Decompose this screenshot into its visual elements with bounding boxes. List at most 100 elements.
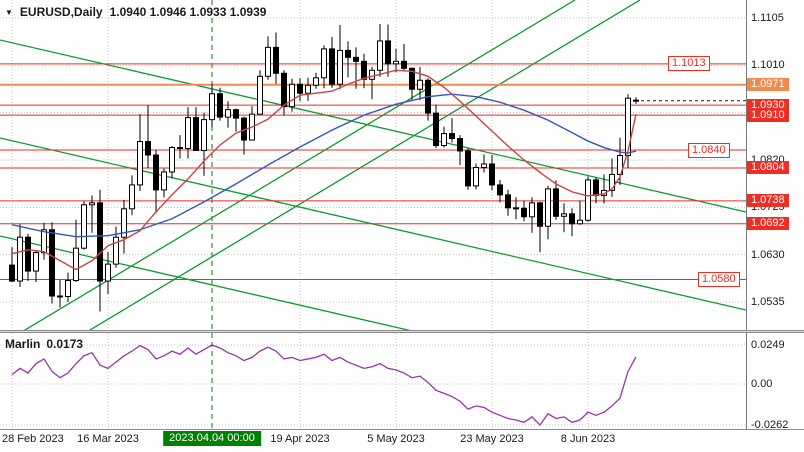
candle-body bbox=[129, 184, 135, 210]
price-level-tag[interactable]: 1.1013 bbox=[668, 56, 710, 72]
candle-body bbox=[441, 133, 447, 147]
trendline-descending[interactable] bbox=[0, 39, 746, 213]
candle-body bbox=[73, 247, 79, 282]
marlin-line bbox=[11, 344, 637, 427]
candle-body bbox=[273, 46, 279, 74]
candle-body bbox=[433, 112, 439, 147]
candle-body bbox=[609, 173, 615, 191]
candle-body bbox=[265, 46, 271, 77]
indicator-axis-tick: 0.0249 bbox=[751, 339, 785, 351]
candle-body bbox=[97, 202, 103, 282]
candle-body bbox=[313, 77, 319, 86]
candle-body bbox=[417, 79, 423, 90]
candle-body bbox=[569, 213, 575, 225]
price-axis-tick: 1.0535 bbox=[751, 295, 785, 308]
candle-body bbox=[121, 208, 127, 238]
candle-body bbox=[505, 194, 511, 209]
selected-date-label: 2023.04.04 00:00 bbox=[163, 431, 261, 446]
chart-header: ▼ EURUSD,Daily 1.0940 1.0946 1.0933 1.09… bbox=[5, 5, 266, 19]
indicator-value: 0.0173 bbox=[46, 337, 84, 351]
candle-body bbox=[25, 236, 31, 272]
candle-body bbox=[321, 48, 327, 79]
candle-body bbox=[465, 150, 471, 187]
time-axis-label: 19 Apr 2023 bbox=[270, 433, 330, 445]
price-axis-line bbox=[746, 0, 747, 429]
pane-divider[interactable] bbox=[0, 330, 804, 333]
candle-body bbox=[593, 179, 599, 196]
candle-body bbox=[481, 163, 487, 168]
indicator-label: Marlin 0.0173 bbox=[5, 337, 83, 351]
candle-body bbox=[185, 117, 191, 150]
candle-body bbox=[281, 72, 287, 108]
candle-body bbox=[225, 109, 231, 118]
candle-body bbox=[361, 60, 367, 80]
trendline-descending[interactable] bbox=[0, 235, 746, 408]
candle-body bbox=[201, 119, 207, 152]
candle-body bbox=[57, 295, 63, 298]
indicator-name: Marlin bbox=[5, 337, 41, 351]
candle-body bbox=[513, 207, 519, 210]
price-level-axis-label: 1.0692 bbox=[747, 217, 789, 231]
candle-body bbox=[537, 202, 543, 227]
price-level-tag[interactable]: 1.0840 bbox=[688, 142, 730, 158]
candle-body bbox=[49, 229, 55, 297]
candle-body bbox=[377, 40, 383, 71]
candle-body bbox=[65, 280, 71, 297]
price-level-axis-label: 1.0910 bbox=[747, 108, 789, 122]
ma_fast-line bbox=[11, 69, 637, 271]
candle-body bbox=[113, 236, 119, 265]
candle-body bbox=[553, 188, 559, 217]
time-axis-label: 28 Feb 2023 bbox=[2, 433, 64, 445]
indicator-axis-tick: 0.00 bbox=[751, 378, 773, 390]
candle-body bbox=[209, 93, 215, 121]
time-axis-label: 5 May 2023 bbox=[367, 433, 425, 445]
price-level-axis-label: 1.0804 bbox=[747, 161, 789, 175]
candle-body bbox=[153, 154, 159, 191]
candle-body bbox=[105, 263, 111, 282]
candle-body bbox=[489, 163, 495, 186]
indicator-axis-tick: -0.0262 bbox=[751, 419, 789, 432]
candle-body bbox=[449, 133, 455, 140]
price-level-axis-label: 1.0930 bbox=[747, 98, 789, 112]
candle-body bbox=[385, 40, 391, 65]
candle-body bbox=[401, 60, 407, 69]
candle-body bbox=[617, 155, 623, 175]
candle-body bbox=[161, 171, 167, 191]
candle-body bbox=[297, 83, 303, 94]
ohlc-values: 1.0940 1.0946 1.0933 1.0939 bbox=[109, 5, 267, 19]
price-axis-tick: 1.0630 bbox=[751, 248, 785, 261]
candle-body bbox=[585, 179, 591, 221]
candle-body bbox=[577, 219, 583, 225]
price-level-axis-label: 1.0971 bbox=[747, 78, 789, 92]
candle-body bbox=[369, 69, 375, 80]
candle-body bbox=[9, 264, 15, 282]
candle-body bbox=[81, 204, 87, 249]
candle-body bbox=[17, 236, 23, 282]
candle-body bbox=[457, 138, 463, 152]
candle-body bbox=[257, 75, 263, 115]
time-axis-label: 8 Jun 2023 bbox=[560, 433, 616, 445]
candle-body bbox=[89, 202, 95, 206]
candle-body bbox=[625, 97, 631, 157]
candle-body bbox=[217, 93, 223, 118]
candle-body bbox=[305, 84, 311, 94]
candle-body bbox=[521, 207, 527, 218]
candle-body bbox=[145, 141, 151, 156]
candle-body bbox=[137, 141, 143, 186]
candle-body bbox=[289, 83, 295, 108]
candle-body bbox=[337, 49, 343, 85]
price-level-tag[interactable]: 1.0580 bbox=[698, 272, 740, 288]
trendline-ascending[interactable] bbox=[0, 0, 576, 345]
candle-body bbox=[473, 166, 479, 187]
candle-body bbox=[529, 202, 535, 218]
chart-dropdown-icon[interactable]: ▼ bbox=[5, 7, 13, 17]
candle-body bbox=[345, 49, 351, 58]
candle-body bbox=[393, 60, 399, 65]
trendline-ascending[interactable] bbox=[65, 0, 641, 345]
candle-body bbox=[545, 188, 551, 227]
bottom-divider bbox=[0, 429, 804, 430]
price-axis-tick: 1.1010 bbox=[751, 59, 785, 72]
symbol-period-label: EURUSD,Daily bbox=[19, 5, 103, 19]
time-axis-label: 23 May 2023 bbox=[460, 433, 524, 445]
